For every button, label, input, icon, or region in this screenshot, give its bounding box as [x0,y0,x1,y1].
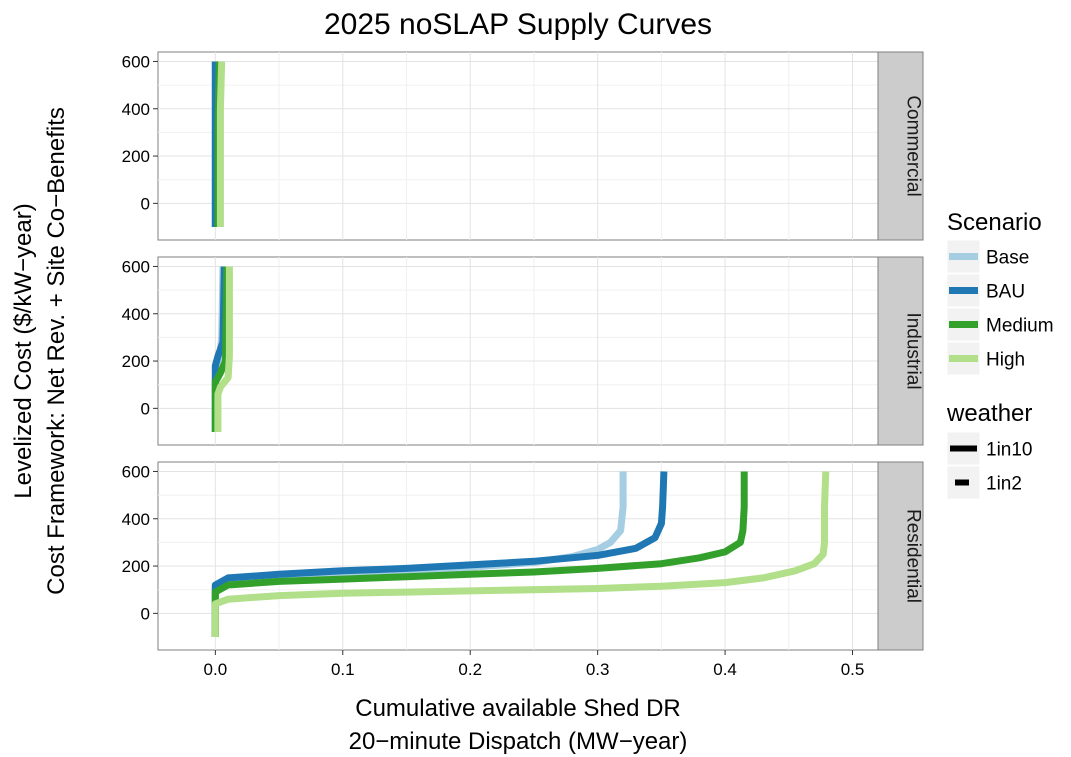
x-tick-label: 0.2 [458,660,482,679]
legend-label-high: High [986,350,1025,371]
legend-title-scenario: Scenario [947,209,1042,236]
y-tick-label: 0 [141,399,150,418]
y-axis-title-line2: Cost Framework: Net Rev. + Site Co−Benef… [43,107,70,595]
series-line-high [216,61,226,227]
legend-label-1in2: 1in2 [986,474,1022,495]
facet-strip-label: Commercial [903,95,924,196]
panel-background [157,51,879,241]
y-tick-label: 400 [122,510,150,529]
legend-label-medium: Medium [986,316,1054,337]
x-axis-title-line1: Cumulative available Shed DR [355,695,681,722]
y-tick-label: 0 [141,194,150,213]
y-axis-title-line1: Levelized Cost ($/kW−year) [10,203,37,498]
facet-strip [877,51,924,241]
y-tick-label: 600 [122,257,150,276]
panel-residential: 0 200 400 600 Residential [122,461,924,651]
y-tick-label: 200 [122,557,150,576]
facet-strip-label: Residential [903,509,924,603]
legend-title-weather: weather [946,400,1032,427]
series-line-bau [211,471,668,637]
x-axis: 0.0 0.1 0.2 0.3 0.4 0.5 [204,650,865,679]
y-tick-label: 600 [122,462,150,481]
facet-strip [877,256,924,446]
panel-commercial: 0 200 400 600 Commercial [122,51,924,241]
y-tick-label: 0 [141,604,150,623]
y-tick-label: 200 [122,147,150,166]
y-tick-label: 200 [122,352,150,371]
x-tick-label: 0.0 [204,660,228,679]
facet-strip [877,461,924,651]
x-tick-label: 0.4 [713,660,737,679]
legend-label-base: Base [986,248,1029,269]
x-tick-label: 0.1 [331,660,355,679]
legend: Scenario weather Base BAU Medium High 1in10 1… [946,209,1054,500]
panel-background [157,461,879,651]
x-tick-label: 0.5 [841,660,865,679]
x-tick-label: 0.3 [586,660,610,679]
panel-background [157,256,879,446]
facet-panels: 0 200 400 600 Commercial 0 200 400 600 Industrial… [122,51,924,651]
y-tick-label: 400 [122,305,150,324]
legend-label-1in10: 1in10 [986,440,1033,461]
x-axis-title-line2: 20−minute Dispatch (MW−year) [349,728,688,755]
chart-title: 2025 noSLAP Supply Curves [324,8,712,41]
series-line-high [214,266,233,432]
y-tick-label: 400 [122,100,150,119]
legend-label-bau: BAU [986,282,1025,303]
panel-industrial: 0 200 400 600 Industrial [122,256,924,446]
series-line-medium [211,471,748,637]
y-tick-label: 600 [122,52,150,71]
series-line-high [211,471,830,637]
facet-strip-label: Industrial [903,312,924,389]
